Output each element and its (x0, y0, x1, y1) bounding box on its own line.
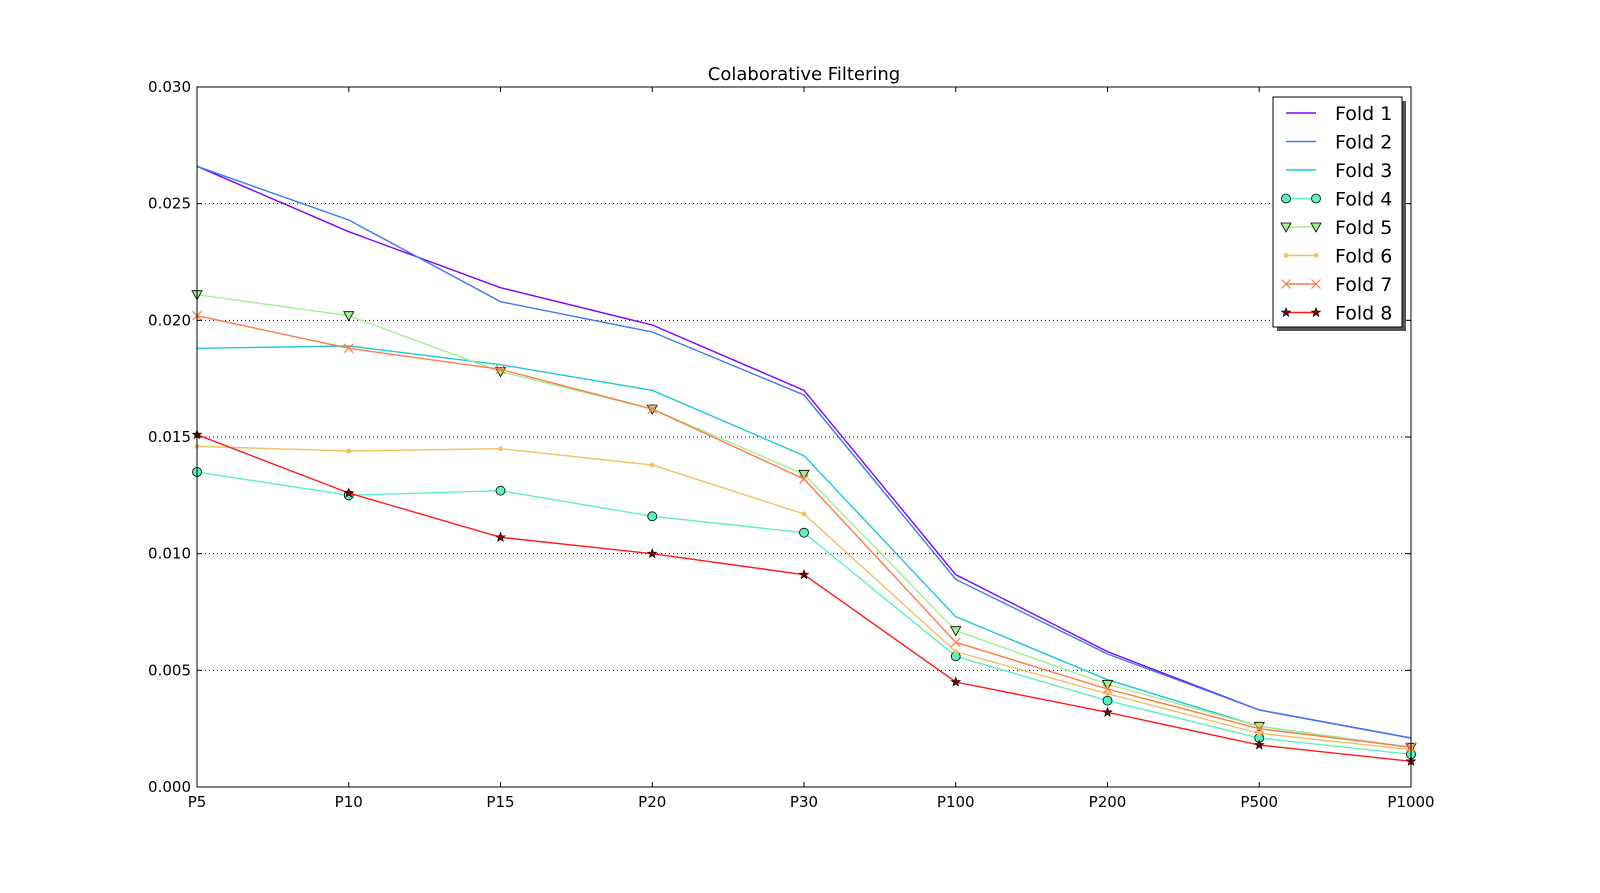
x-tick-label: P30 (790, 793, 818, 811)
series-lines (191, 165, 1417, 766)
data-point (647, 511, 658, 522)
data-point (798, 469, 810, 481)
y-tick-label: 0.025 (148, 195, 191, 213)
y-tick-label: 0.005 (148, 661, 191, 679)
data-point (495, 531, 506, 542)
legend-item: Fold 4 (1281, 189, 1392, 211)
data-point (649, 462, 655, 468)
legend-marker (1310, 222, 1322, 233)
data-point (953, 649, 959, 655)
legend-label: Fold 3 (1335, 160, 1392, 182)
x-tick-label: P100 (937, 793, 975, 811)
legend-label: Fold 8 (1335, 303, 1392, 325)
legend-label: Fold 1 (1335, 103, 1392, 125)
legend-item: Fold 8 (1280, 303, 1392, 325)
chart-title: Colaborative Filtering (708, 64, 900, 85)
y-tick-label: 0.010 (148, 545, 191, 563)
data-point (495, 485, 506, 496)
plot-frame (196, 86, 1412, 788)
legend-label: Fold 2 (1335, 132, 1392, 154)
legend-item: Fold 5 (1280, 217, 1392, 239)
data-point (343, 487, 355, 498)
y-tick-label: 0.015 (148, 428, 191, 446)
data-point (343, 343, 354, 354)
axes: 0.000 0.005 0.010 0.015 0.020 0.025 0.030 P5 P10… (148, 78, 1435, 811)
data-point (799, 527, 809, 538)
legend-item: Fold 3 (1286, 160, 1392, 182)
legend-marker (1311, 279, 1321, 289)
x-tick-label: P200 (1089, 793, 1127, 811)
data-point (799, 474, 809, 484)
legend: Fold 1 Fold 2 Fold 3 Fold 4 Fold 5 Fold 6 Fold… (1272, 96, 1406, 331)
data-point (1102, 684, 1113, 694)
x-tick-label: P1000 (1387, 793, 1434, 811)
data-point (343, 311, 355, 322)
legend-item: Fold 7 (1281, 274, 1392, 296)
data-point (1102, 695, 1113, 706)
data-point (346, 448, 352, 454)
legend-label: Fold 6 (1335, 246, 1392, 268)
x-tick-label: P500 (1240, 793, 1278, 811)
data-point (1253, 739, 1265, 750)
series-line (196, 165, 1412, 739)
legend-label: Fold 7 (1335, 274, 1392, 296)
x-tick-label: P20 (638, 793, 666, 811)
data-point (646, 548, 658, 559)
x-tick-label: P15 (486, 793, 514, 811)
y-tick-label: 0.000 (148, 778, 191, 796)
legend-marker (1280, 306, 1292, 318)
legend-item: Fold 1 (1286, 103, 1392, 125)
series-3 (196, 345, 1412, 749)
legend-marker (1283, 253, 1289, 258)
legend-marker (1310, 306, 1322, 318)
data-point (1105, 691, 1110, 697)
legend-label: Fold 5 (1335, 217, 1392, 239)
data-point (1256, 730, 1262, 736)
data-point (950, 637, 961, 648)
x-tick-label: P5 (188, 793, 207, 811)
x-tick-label: P10 (335, 793, 363, 811)
data-point (801, 511, 807, 517)
series-1 (196, 165, 1412, 739)
series-2 (196, 165, 1412, 739)
legend-marker (1313, 253, 1319, 258)
y-tick-label: 0.030 (148, 78, 191, 96)
legend-item: Fold 2 (1286, 132, 1392, 154)
data-point (647, 404, 658, 414)
legend-box (1272, 96, 1403, 328)
legend-marker (1281, 279, 1291, 289)
legend-marker (1281, 193, 1291, 204)
data-point (1101, 679, 1114, 691)
series-line (196, 345, 1412, 749)
y-tick-label: 0.020 (148, 311, 191, 329)
data-point (495, 364, 506, 375)
legend-marker (1280, 222, 1292, 233)
data-point (950, 626, 962, 637)
legend-label: Fold 4 (1335, 189, 1392, 211)
data-point (950, 676, 962, 687)
legend-item: Fold 6 (1283, 246, 1392, 268)
data-point (1254, 723, 1265, 734)
series-line (196, 165, 1412, 739)
series-6 (194, 443, 1414, 753)
data-point (798, 569, 810, 580)
data-point (1102, 706, 1113, 717)
data-point (498, 446, 503, 452)
legend-marker (1311, 193, 1321, 204)
